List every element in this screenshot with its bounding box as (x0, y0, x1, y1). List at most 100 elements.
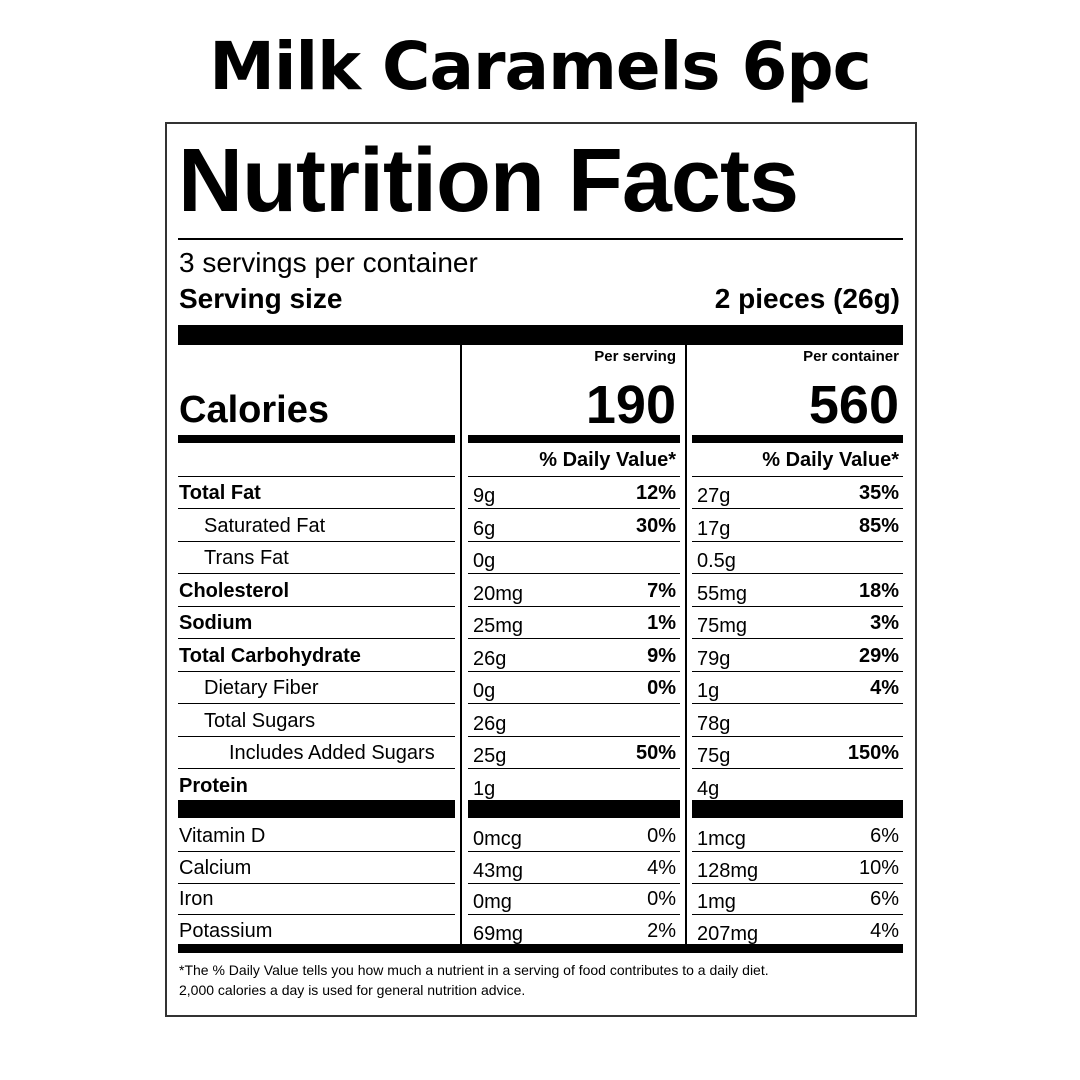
rule (692, 638, 903, 639)
rule (178, 638, 455, 639)
daily-value: 0% (647, 888, 676, 910)
rule (468, 735, 680, 737)
daily-value: 6% (870, 888, 899, 910)
thick-rule (692, 800, 903, 818)
daily-value: 0% (647, 825, 676, 847)
serving-size-label: Serving size (179, 283, 343, 314)
nutrient-name: Dietary Fiber (204, 677, 319, 699)
rule (468, 851, 680, 852)
servings: 3 servings per container (179, 247, 478, 278)
rule (468, 508, 680, 509)
daily-value: 0% (647, 677, 676, 699)
amount: 0.5g (697, 550, 736, 572)
rule (468, 703, 680, 704)
amount: 79g (697, 647, 731, 670)
rule (178, 238, 903, 240)
daily-value: 4% (647, 856, 676, 879)
label-heading: Nutrition Facts (178, 131, 799, 231)
nutrient-name: Calcium (179, 856, 252, 879)
thick-rule (468, 435, 680, 443)
amount: 207mg (697, 922, 759, 945)
calories-value: 190 (585, 375, 676, 435)
daily-value: 6% (870, 825, 899, 847)
daily-value: 4% (870, 677, 899, 699)
rule (178, 735, 455, 737)
nutrient-name: Protein (179, 774, 248, 797)
nutrient-name: Total Carbohydrate (179, 644, 361, 667)
amount: 27g (697, 485, 731, 507)
amount: 25g (473, 745, 507, 767)
nutrient-name: Sodium (179, 612, 253, 634)
column-header: Per container (803, 348, 899, 365)
rule (692, 508, 903, 509)
amount: 6g (473, 517, 496, 540)
nutrient-name: Vitamin D (179, 825, 266, 847)
footnote: 2,000 calories a day is used for general… (179, 982, 526, 998)
calories-value: 560 (808, 375, 899, 435)
rule (692, 605, 903, 607)
daily-value: 30% (635, 514, 676, 537)
amount: 0mg (473, 891, 512, 913)
rule (468, 882, 680, 884)
amount: 9g (473, 485, 496, 507)
daily-value: 7% (647, 579, 676, 602)
daily-value: 150% (847, 742, 899, 764)
amount: 4g (697, 777, 720, 800)
rule (692, 573, 903, 574)
rule (468, 914, 680, 915)
nutrient-name: Potassium (179, 919, 273, 942)
rule (692, 703, 903, 704)
rule (468, 605, 680, 607)
daily-value: 1% (647, 612, 676, 634)
amount: 1g (473, 777, 496, 800)
rule (468, 540, 680, 542)
rule (468, 573, 680, 574)
rule (692, 540, 903, 542)
amount: 0g (473, 680, 496, 702)
column-divider (460, 345, 462, 945)
thick-rule (692, 435, 903, 443)
dv-header: % Daily Value* (539, 449, 676, 471)
rule (692, 914, 903, 915)
amount: 75g (697, 745, 731, 767)
nutrient-name: Cholesterol (179, 579, 290, 602)
calories-label: Calories (179, 389, 329, 431)
rule (178, 851, 455, 852)
rule (178, 670, 455, 672)
amount: 1g (697, 680, 720, 702)
amount: 20mg (473, 582, 524, 605)
daily-value: 10% (858, 856, 899, 879)
rule (178, 914, 455, 915)
column-header: Per serving (594, 348, 676, 365)
rule (468, 638, 680, 639)
amount: 69mg (473, 922, 524, 945)
thick-rule (178, 435, 455, 443)
rule (692, 476, 903, 477)
amount: 25mg (473, 615, 524, 637)
rule (692, 851, 903, 852)
rule (178, 703, 455, 704)
daily-value: 2% (647, 919, 676, 942)
daily-value: 18% (858, 579, 899, 602)
serving-size: 2 pieces (26g) (714, 283, 900, 314)
amount: 43mg (473, 859, 524, 882)
daily-value: 85% (858, 514, 899, 537)
daily-value: 3% (870, 612, 899, 634)
thick-rule (468, 800, 680, 818)
amount: 78g (697, 712, 731, 735)
rule (692, 768, 903, 769)
rule (468, 768, 680, 769)
thick-rule (178, 325, 903, 345)
rule (178, 508, 455, 509)
amount: 26g (473, 712, 507, 735)
rule (178, 476, 455, 477)
thick-rule (178, 944, 903, 953)
rule (178, 573, 455, 574)
rule (692, 882, 903, 884)
rule (468, 476, 680, 477)
amount: 55mg (697, 582, 748, 605)
rule (178, 768, 455, 769)
nutrient-name: Iron (179, 888, 214, 910)
rule (178, 605, 455, 607)
